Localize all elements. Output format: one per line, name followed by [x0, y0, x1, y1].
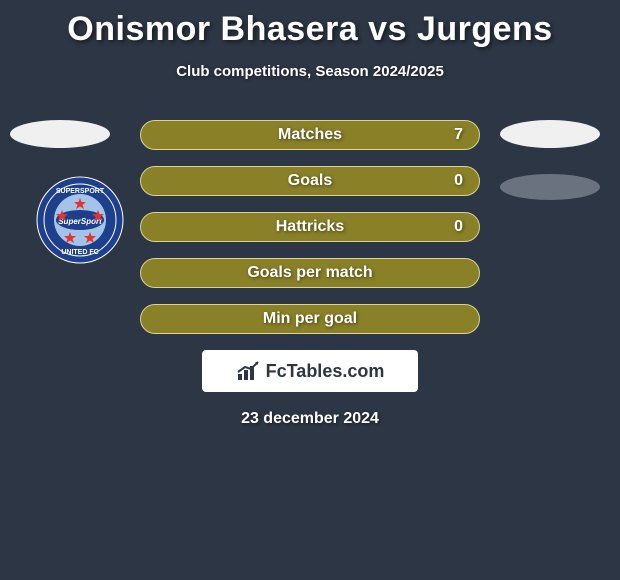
- date-text: 23 december 2024: [0, 410, 620, 428]
- stat-label: Goals: [288, 172, 332, 190]
- player-right-ellipse: [500, 120, 600, 148]
- site-logo-box: FcTables.com: [202, 350, 418, 392]
- left-player-badges: SUPERSPORT UNITED FC SuperSport: [10, 120, 110, 168]
- stat-bar-min-per-goal: Min per goal: [140, 304, 480, 334]
- club-logo-supersport: SUPERSPORT UNITED FC SuperSport: [36, 176, 124, 264]
- stat-bar-goals-per-match: Goals per match: [140, 258, 480, 288]
- chart-icon: [236, 360, 262, 382]
- stat-value-right: 0: [454, 218, 463, 236]
- stat-bar-hattricks: Hattricks 0: [140, 212, 480, 242]
- stat-label: Matches: [278, 126, 342, 144]
- subtitle: Club competitions, Season 2024/2025: [0, 63, 620, 80]
- player-left-ellipse: [10, 120, 110, 148]
- club-right-ellipse: [500, 174, 600, 200]
- page-title: Onismor Bhasera vs Jurgens: [0, 0, 620, 49]
- site-logo-text: FcTables.com: [266, 361, 385, 382]
- stat-label: Min per goal: [263, 310, 357, 328]
- stat-bar-matches: Matches 7: [140, 120, 480, 150]
- svg-text:UNITED FC: UNITED FC: [61, 249, 98, 256]
- svg-text:SUPERSPORT: SUPERSPORT: [56, 188, 105, 195]
- comparison-area: SUPERSPORT UNITED FC SuperSport Matches …: [0, 120, 620, 428]
- stat-bar-goals: Goals 0: [140, 166, 480, 196]
- stat-value-right: 7: [454, 126, 463, 144]
- stat-bars: Matches 7 Goals 0 Hattricks 0 Goals per …: [140, 120, 480, 334]
- stat-label: Hattricks: [276, 218, 344, 236]
- stat-label: Goals per match: [247, 264, 372, 282]
- stat-value-right: 0: [454, 172, 463, 190]
- right-player-badges: [500, 120, 600, 200]
